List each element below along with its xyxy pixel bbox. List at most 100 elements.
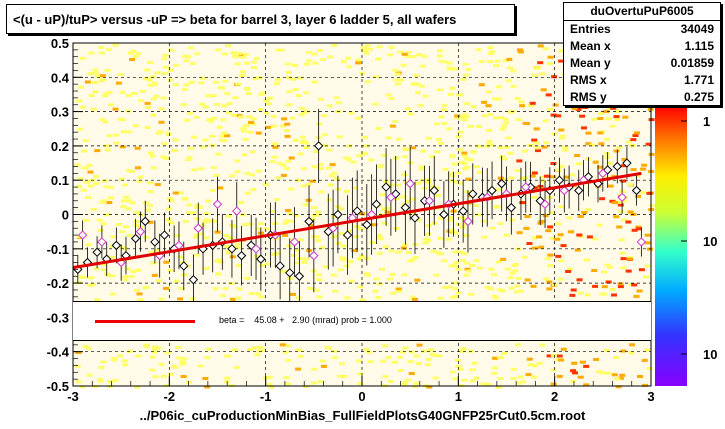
heat-cell xyxy=(543,141,550,145)
heat-cell xyxy=(348,279,355,283)
heat-cell xyxy=(584,208,591,212)
heat-cell xyxy=(559,134,566,138)
heat-cell xyxy=(625,220,632,224)
heat-cell xyxy=(338,232,345,236)
heat-cell xyxy=(250,60,257,64)
heat-cell xyxy=(268,385,275,389)
heat-cell xyxy=(429,155,436,159)
data-point xyxy=(535,196,545,206)
heat-cell xyxy=(295,94,302,98)
heat-cell xyxy=(93,175,99,178)
heat-cell xyxy=(353,235,360,239)
stats-value: 0.275 xyxy=(683,90,714,104)
heat-cell xyxy=(350,160,357,164)
heat-cell xyxy=(151,347,158,351)
heat-cell xyxy=(544,257,551,261)
y-tick-label: -0.5 xyxy=(47,379,69,394)
heat-cell xyxy=(527,363,534,367)
y-tick-label: 0.2 xyxy=(51,139,69,154)
heat-cell xyxy=(591,269,598,272)
heat-cell xyxy=(246,115,253,119)
heat-cell xyxy=(534,146,541,150)
heat-cell xyxy=(157,130,164,134)
data-point xyxy=(636,237,647,247)
heat-cell xyxy=(191,168,198,172)
heat-cell xyxy=(491,371,497,375)
heat-cell xyxy=(148,151,154,155)
heat-cell xyxy=(243,124,250,128)
heat-cell xyxy=(547,55,554,59)
heat-cell xyxy=(198,232,205,236)
heat-cell xyxy=(94,149,101,153)
heat-cell xyxy=(373,277,380,281)
heat-cell xyxy=(285,76,292,80)
heat-cell xyxy=(465,269,472,273)
heat-cell xyxy=(556,374,563,378)
heat-cell xyxy=(463,261,470,265)
heat-cell xyxy=(457,367,464,371)
heat-cell xyxy=(464,190,471,194)
heat-cell xyxy=(280,124,287,128)
heat-cell xyxy=(405,378,412,382)
heat-cell xyxy=(147,61,154,64)
heat-cell xyxy=(593,358,600,361)
heat-cell xyxy=(414,181,421,185)
heat-cell xyxy=(221,131,228,135)
heat-cell xyxy=(493,296,500,300)
heat-cell xyxy=(570,369,577,373)
heat-cell xyxy=(284,62,291,66)
heat-cell xyxy=(464,102,471,105)
heat-cell xyxy=(119,145,126,149)
heat-cell xyxy=(302,257,309,261)
heat-cell xyxy=(284,219,291,223)
heat-cell xyxy=(445,127,452,131)
heat-cell xyxy=(499,289,506,293)
heat-cell xyxy=(437,252,444,256)
heat-cell xyxy=(524,215,531,218)
heat-cell xyxy=(98,46,105,49)
heat-cell xyxy=(131,92,138,95)
heat-cell xyxy=(348,111,355,115)
heat-cell xyxy=(467,158,474,162)
heat-cell xyxy=(229,297,236,301)
heat-cell xyxy=(381,221,388,225)
heat-cell xyxy=(455,93,462,97)
heat-cell xyxy=(497,377,504,380)
heat-cell xyxy=(279,343,286,347)
heat-cell xyxy=(213,173,220,177)
heat-cell xyxy=(397,50,404,54)
heat-cell xyxy=(133,223,140,227)
heat-cell xyxy=(317,167,324,170)
heat-cell xyxy=(531,186,538,190)
heat-cell xyxy=(126,234,133,237)
data-point xyxy=(159,230,170,240)
heat-cell xyxy=(317,380,324,384)
heat-cell xyxy=(644,264,651,268)
heat-cell xyxy=(402,381,409,384)
heat-cell xyxy=(472,204,479,207)
data-point xyxy=(236,250,247,261)
heat-cell xyxy=(110,357,117,360)
heat-cell xyxy=(367,47,374,51)
heat-cell xyxy=(229,255,236,259)
heat-cell xyxy=(106,134,113,138)
heat-cell xyxy=(109,292,116,296)
heat-cell xyxy=(346,229,353,233)
heat-cell xyxy=(516,381,523,385)
heat-cell xyxy=(491,294,498,298)
heat-cell xyxy=(441,103,448,107)
heat-cell xyxy=(130,49,137,53)
heat-cell xyxy=(543,174,550,178)
heat-cell xyxy=(514,97,521,100)
heat-cell xyxy=(586,235,593,239)
heat-cell xyxy=(611,373,618,377)
heat-cell xyxy=(215,272,221,276)
data-point xyxy=(309,250,319,261)
heat-cell xyxy=(275,176,282,180)
heat-cell xyxy=(437,49,443,53)
heat-cell xyxy=(130,270,137,273)
heat-cell xyxy=(357,372,364,376)
heat-cell xyxy=(151,273,158,277)
heat-cell xyxy=(314,235,321,239)
heat-cell xyxy=(461,378,468,382)
